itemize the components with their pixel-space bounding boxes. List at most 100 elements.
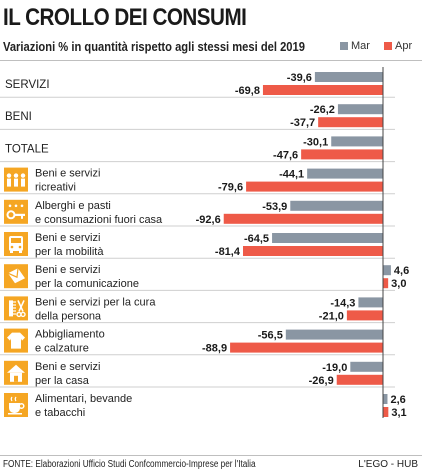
chart-title: IL CROLLO DEI CONSUMI xyxy=(3,4,247,31)
comb-tooth xyxy=(13,310,16,312)
category-label-line: per la casa xyxy=(35,375,90,387)
category-label-line: Alberghi e pasti xyxy=(35,200,111,212)
bar-mar xyxy=(383,265,391,276)
footer-divider xyxy=(0,455,422,456)
legend-item-apr: Apr xyxy=(384,40,412,52)
category-label-line: Beni e servizi per la cura xyxy=(35,296,156,308)
chart-subtitle: Variazioni % in quantità rispetto agli s… xyxy=(3,39,305,54)
bar-apr xyxy=(246,181,383,192)
person-head xyxy=(20,173,26,178)
comb-tooth xyxy=(13,313,16,315)
star xyxy=(14,204,18,208)
value-label-apr: -37,7 xyxy=(290,117,315,129)
scissor-handle xyxy=(20,311,26,318)
bar-apr xyxy=(230,342,383,353)
value-label-mar: -30,1 xyxy=(303,136,328,148)
category-label-line: per la mobilità xyxy=(35,246,104,258)
value-label-apr: 3,1 xyxy=(391,407,406,419)
bar-mar xyxy=(358,297,383,308)
person-body xyxy=(14,178,18,187)
bar-apr xyxy=(242,246,383,256)
bar-apr xyxy=(318,117,383,128)
hotel-key-icon xyxy=(6,204,25,220)
legend-swatch-mar xyxy=(340,42,348,51)
category-label: SERVIZI xyxy=(5,79,50,91)
bar-apr xyxy=(336,374,383,385)
star xyxy=(8,204,12,208)
value-label-apr: -26,9 xyxy=(309,375,334,387)
bus-light xyxy=(10,245,14,249)
chart-row: Beni e servizi per la casa -19,0-26,9 xyxy=(0,354,395,387)
bus-icon xyxy=(9,236,23,253)
legend-label-apr: Apr xyxy=(395,40,413,52)
bar-mar xyxy=(314,72,383,82)
shirt-shape xyxy=(7,332,25,349)
value-label-mar: -39,6 xyxy=(287,72,312,84)
category-label: Beni e servizi per la mobilità xyxy=(35,232,104,258)
bar-apr xyxy=(346,310,383,321)
category-label-line: Beni e servizi xyxy=(35,232,100,244)
bus-window xyxy=(11,238,21,243)
envelope-shape xyxy=(8,268,25,284)
category-label-line: TOTALE xyxy=(5,143,49,155)
chart-row: TOTALE -30,1 -47,6 xyxy=(0,128,395,161)
bar-mar xyxy=(290,200,383,211)
person-body xyxy=(7,178,11,187)
cup-icon xyxy=(8,396,25,415)
comb-tooth xyxy=(13,307,16,309)
category-label-line: e calzature xyxy=(35,343,89,355)
category-label-line: ricreativi xyxy=(35,182,76,194)
people-icon xyxy=(6,173,26,187)
bar-mar xyxy=(307,168,383,179)
value-label-mar: 4,6 xyxy=(394,265,409,277)
bar-mar xyxy=(337,104,383,115)
cup-body xyxy=(9,403,20,413)
legend-item-mar: Mar xyxy=(340,40,370,52)
person-head xyxy=(6,173,12,178)
value-label-mar: -14,3 xyxy=(330,297,355,309)
category-label-line: per la comunicazione xyxy=(35,278,139,290)
value-label-apr: -69,8 xyxy=(235,85,260,97)
scissor-blade xyxy=(18,300,25,312)
house-icon xyxy=(7,364,25,382)
category-label-line: e tabacchi xyxy=(35,407,85,419)
bar-mar xyxy=(350,361,383,372)
category-label: Beni e servizi per la casa xyxy=(35,361,100,387)
category-label-line: Beni e servizi xyxy=(35,361,100,373)
value-label-apr: -81,4 xyxy=(215,246,241,258)
brand-credit: L'EGO - HUB xyxy=(358,459,418,470)
value-label-apr: -88,9 xyxy=(202,343,227,355)
comb-tooth xyxy=(13,301,16,303)
house-door xyxy=(14,375,18,382)
chart-row: Abbigliamento e calzature -56,5 -88,9 xyxy=(0,322,395,355)
category-label: Alimentari, bevande e tabacchi xyxy=(35,393,132,419)
scissor-blade xyxy=(17,300,24,312)
value-label-mar: -53,9 xyxy=(262,201,287,213)
category-label: Abbigliamento e calzature xyxy=(35,329,105,355)
chart-row: BENI -26,2-37,7 xyxy=(0,96,395,129)
chart-row: Beni e servizi per la mobilità -64,5-81,4 xyxy=(0,225,395,258)
cup-handle xyxy=(18,402,25,410)
category-label: TOTALE xyxy=(5,143,49,155)
value-label-apr: -21,0 xyxy=(319,310,344,322)
bar-apr xyxy=(383,407,389,417)
value-label-apr: 3,0 xyxy=(391,278,406,290)
value-label-mar: -56,5 xyxy=(258,330,283,342)
value-label-mar: -64,5 xyxy=(244,233,269,245)
category-label-line: Beni e servizi xyxy=(35,264,100,276)
cup-saucer xyxy=(8,413,22,415)
envelope-flap xyxy=(7,268,19,279)
value-label-apr: -79,6 xyxy=(218,182,243,194)
person-body xyxy=(21,178,25,187)
hotel-key-icon-tile xyxy=(4,199,28,224)
bar-apr xyxy=(301,149,383,160)
bar-mar xyxy=(383,394,388,404)
value-label-mar: 2,6 xyxy=(390,394,405,406)
category-label: Beni e servizi per la cura della persona xyxy=(35,296,156,322)
envelope-icon xyxy=(7,268,25,284)
header-divider xyxy=(0,60,422,61)
bus-wheel xyxy=(10,251,13,253)
chart-row: SERVIZI -39,6 -69,8 xyxy=(5,72,383,97)
category-label: Alberghi e pasti e consumazioni fuori cas… xyxy=(35,200,163,226)
